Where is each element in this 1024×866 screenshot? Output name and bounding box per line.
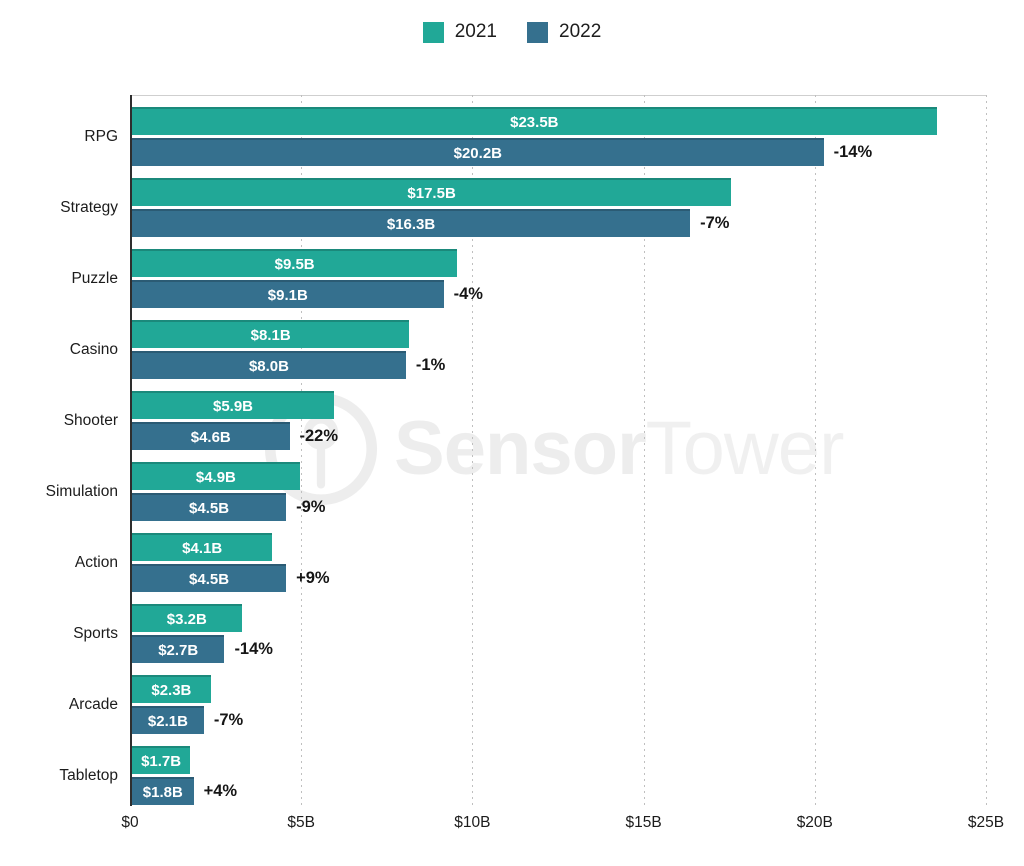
category-label-shooter: Shooter	[63, 411, 118, 429]
bar-2022-simulation: $4.5B	[132, 493, 287, 521]
gridline-15b	[643, 95, 645, 807]
legend-item-2022: 2022	[527, 21, 601, 43]
bar-value-2021-puzzle: $9.5B	[274, 255, 315, 273]
bar-2022-arcade: $2.1B	[132, 706, 204, 734]
category-label-strategy: Strategy	[60, 198, 118, 216]
bar-value-2022-action: $4.5B	[189, 570, 230, 588]
gridline-10b	[472, 95, 474, 807]
x-axis-label-5b: $5B	[287, 814, 315, 831]
watermark-text-bold: Sensor	[394, 406, 647, 491]
bar-2022-shooter: $4.6B	[132, 422, 290, 450]
bar-2021-tabletop: $1.7B	[132, 746, 191, 774]
bar-value-2022-arcade: $2.1B	[147, 712, 188, 730]
bar-2021-rpg: $23.5B	[132, 107, 937, 135]
watermark-text: SensorTower	[394, 390, 845, 508]
watermark-text-light: Tower	[645, 406, 845, 491]
bar-value-2021-casino: $8.1B	[250, 326, 291, 344]
category-label-casino: Casino	[69, 340, 118, 358]
category-label-puzzle: Puzzle	[71, 269, 118, 287]
bar-2021-puzzle: $9.5B	[132, 249, 458, 277]
bar-2022-rpg: $20.2B	[132, 138, 824, 166]
bar-2021-action: $4.1B	[132, 533, 273, 561]
bar-value-2021-sports: $3.2B	[166, 610, 207, 628]
legend-swatch-2021	[422, 21, 444, 43]
bar-value-2022-rpg: $20.2B	[453, 144, 502, 162]
category-label-rpg: RPG	[84, 127, 118, 145]
bar-2021-sports: $3.2B	[132, 604, 242, 632]
legend: 2021 2022	[0, 21, 1024, 43]
category-label-sports: Sports	[73, 624, 118, 642]
bar-value-2022-shooter: $4.6B	[190, 428, 231, 446]
bar-2022-strategy: $16.3B	[132, 209, 691, 237]
category-label-action: Action	[74, 553, 118, 571]
legend-label-2021: 2021	[454, 21, 497, 42]
y-axis-line	[130, 95, 132, 806]
gridline-5b	[301, 95, 303, 807]
change-label-puzzle: -4%	[453, 285, 483, 303]
bar-2022-puzzle: $9.1B	[132, 280, 444, 308]
bar-value-2021-tabletop: $1.7B	[141, 752, 182, 770]
bar-2021-strategy: $17.5B	[132, 178, 732, 206]
legend-item-2021: 2021	[422, 21, 497, 43]
x-axis-label-15b: $15B	[625, 814, 662, 831]
x-axis-label-0: $0	[121, 814, 139, 831]
bar-value-2022-strategy: $16.3B	[386, 215, 436, 233]
gridline-25b	[986, 95, 987, 807]
bar-value-2021-arcade: $2.3B	[151, 681, 192, 699]
bar-2021-arcade: $2.3B	[132, 675, 211, 703]
sensortower-watermark: SensorTower	[262, 390, 845, 508]
change-label-arcade: -7%	[213, 711, 244, 729]
bar-2022-sports: $2.7B	[132, 635, 225, 663]
bar-2021-casino: $8.1B	[132, 320, 410, 348]
bar-2021-shooter: $5.9B	[132, 391, 335, 419]
x-axis-label-25b: $25B	[967, 814, 1005, 831]
bar-value-2021-shooter: $5.9B	[212, 397, 254, 415]
legend-swatch-2022	[527, 21, 548, 43]
change-label-strategy: -7%	[700, 214, 730, 232]
x-axis-label-10b: $10B	[454, 814, 491, 831]
category-label-arcade: Arcade	[68, 695, 118, 713]
change-label-action: +9%	[296, 569, 330, 587]
bar-value-2022-simulation: $4.5B	[189, 499, 230, 517]
change-label-casino: -1%	[415, 356, 446, 374]
bar-value-2022-puzzle: $9.1B	[267, 286, 308, 304]
change-label-rpg: -14%	[833, 143, 873, 161]
bar-2022-action: $4.5B	[132, 564, 287, 592]
change-label-simulation: -9%	[296, 498, 326, 516]
gridline-20b	[814, 95, 816, 807]
legend-label-2022: 2022	[559, 21, 602, 42]
bar-value-2022-tabletop: $1.8B	[142, 783, 183, 801]
bar-value-2021-rpg: $23.5B	[510, 113, 559, 131]
bar-2022-tabletop: $1.8B	[132, 777, 194, 805]
category-label-simulation: Simulation	[45, 482, 118, 500]
change-label-sports: -14%	[234, 640, 273, 658]
bar-2021-simulation: $4.9B	[132, 462, 300, 490]
bar-value-2022-sports: $2.7B	[158, 641, 199, 659]
bar-value-2021-strategy: $17.5B	[407, 184, 456, 202]
bar-value-2021-simulation: $4.9B	[195, 468, 236, 486]
change-label-shooter: -22%	[299, 427, 339, 445]
bar-value-2021-action: $4.1B	[182, 539, 223, 557]
bar-2022-casino: $8.0B	[132, 351, 406, 379]
change-label-tabletop: +4%	[203, 782, 238, 800]
x-axis-label-20b: $20B	[796, 814, 833, 831]
bar-value-2022-casino: $8.0B	[248, 357, 289, 375]
plot-top-border	[130, 95, 986, 96]
category-label-tabletop: Tabletop	[59, 766, 118, 784]
